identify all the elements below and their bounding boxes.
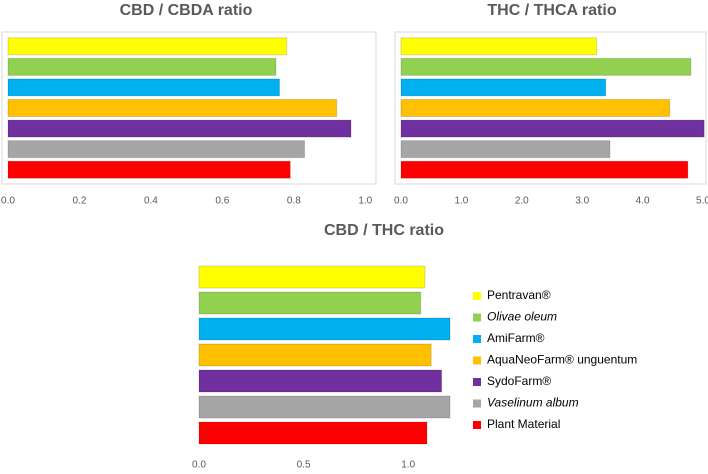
legend-label: Pentravan® [487,288,551,302]
x-tick-label: 0.5 [297,460,311,471]
x-tick-label: 1.0 [454,196,468,207]
chart-title: CBD / THC ratio [324,222,444,239]
legend-swatch [473,335,481,343]
bar [198,369,443,393]
legend-label: AmiFarm® [487,331,545,345]
chart-title: CBD / CBDA ratio [120,2,253,19]
bar [400,57,692,76]
bar [400,160,689,179]
bar [400,140,611,159]
legend-swatch [473,378,481,386]
x-tick-label: 0.2 [73,196,87,207]
chart-title: THC / THCA ratio [487,2,616,19]
bar [7,37,288,56]
legend-label: Vaselinum album [487,396,579,410]
legend-label: AquaNeoFarm® unguentum [487,353,637,367]
legend-label: Plant Material [487,417,560,431]
x-tick-label: 0.0 [192,460,206,471]
bar [198,343,432,367]
x-tick-label: 2.0 [515,196,529,207]
x-tick-label: 3.0 [575,196,589,207]
bar [400,119,705,138]
legend-label: SydoFarm® [487,374,551,388]
x-tick-label: 4.0 [636,196,650,207]
bar [400,37,598,56]
bar [7,99,338,117]
bar [198,421,428,445]
x-tick-label: 5.0 [696,196,708,207]
x-tick-label: 1.0 [358,196,372,207]
bar [7,160,291,179]
bar [198,317,451,341]
x-tick-label: 0.8 [287,196,301,207]
bar [7,57,277,76]
legend-swatch [473,292,481,300]
bar [400,78,607,97]
bar [400,99,671,117]
plot-frame [394,31,707,185]
legend-swatch [473,313,481,322]
legend-swatch [473,356,481,365]
x-tick-label: 0.0 [394,196,408,207]
legend-label: Olivae oleum [487,310,557,324]
plot-frame [1,31,377,185]
x-tick-label: 1.0 [401,460,415,471]
bar [198,291,422,315]
bar [7,78,281,97]
legend-swatch [473,399,481,408]
x-tick-label: 0.4 [144,196,158,207]
x-tick-label: 0.6 [215,196,229,207]
bar [7,140,306,159]
x-tick-label: 0.0 [1,196,15,207]
bar [7,119,352,138]
bar [198,265,426,289]
bar [198,395,451,419]
legend-swatch [473,421,481,429]
